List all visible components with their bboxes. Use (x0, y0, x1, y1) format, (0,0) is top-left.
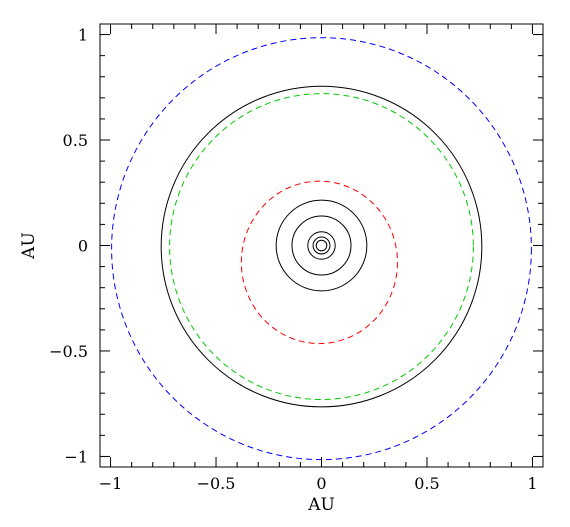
x-tick-label: 1 (527, 474, 537, 493)
x-tick-label: −0.5 (197, 474, 236, 493)
orbit-curve-6 (240, 180, 398, 345)
tick-labels: −1 −0.5 0 0.5 1 −1 −0.5 0 0.5 1 (49, 26, 537, 493)
orbit-curves (111, 37, 532, 461)
orbit-curve-1 (315, 239, 328, 252)
orbit-curve-2 (312, 236, 331, 255)
y-tick-label: 0.5 (63, 131, 88, 150)
orbit-curve-3 (307, 231, 336, 260)
orbit-curve-9 (111, 37, 532, 461)
y-tick-label: 0 (78, 237, 88, 256)
orbit-curve-8 (160, 85, 483, 408)
y-tick-label: 1 (78, 26, 88, 45)
x-tick-label: 0 (316, 474, 326, 493)
orbit-curve-5 (275, 199, 368, 292)
orbit-curve-4 (291, 215, 352, 276)
y-axis-label: AU (19, 232, 39, 260)
axis-ticks (100, 24, 543, 467)
y-tick-label: −0.5 (49, 342, 88, 361)
orbit-curve-7 (169, 93, 474, 400)
x-tick-label: 0.5 (414, 474, 439, 493)
plot-frame (99, 23, 544, 468)
x-tick-label: −1 (99, 474, 123, 493)
y-tick-label: −1 (64, 447, 88, 466)
x-axis-label: AU (307, 495, 335, 515)
